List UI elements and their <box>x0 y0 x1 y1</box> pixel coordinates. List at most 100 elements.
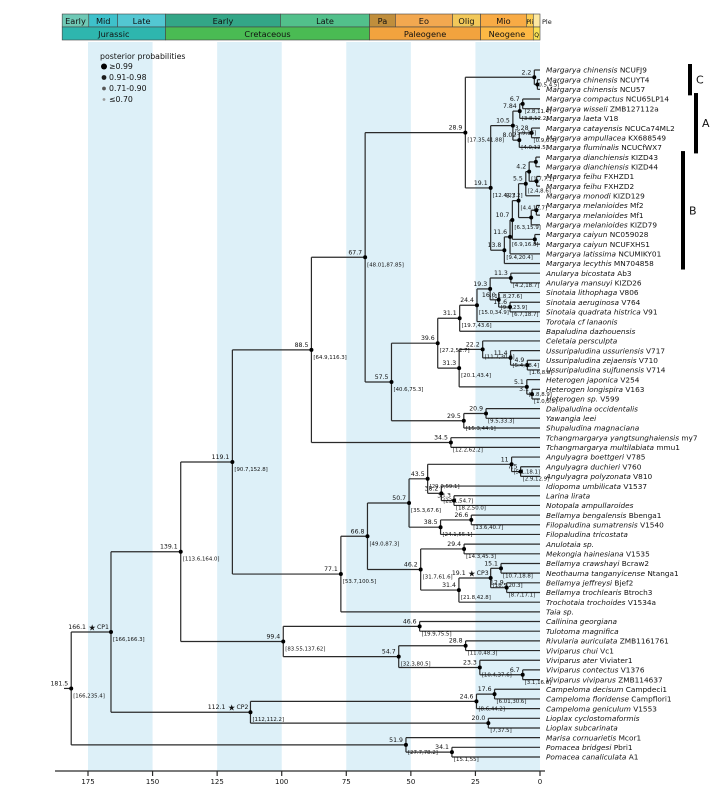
node-dot <box>520 101 525 106</box>
time-band <box>475 42 540 771</box>
node-dot <box>484 411 489 416</box>
taxon-label: Margarya monodi KIZD129 <box>546 191 645 200</box>
node-dot <box>477 665 482 670</box>
node-dot <box>498 566 503 571</box>
node-dot <box>230 459 235 464</box>
node-age-label: 6.7 <box>510 96 520 103</box>
timescale-epoch-label: Olig <box>458 16 474 26</box>
node-ci-label: [9.4,20.4] <box>506 255 533 261</box>
taxon-label: Margarya caiyun NC059028 <box>546 230 649 239</box>
calibration-star-icon: ★ <box>228 704 236 714</box>
node-age-label: 2.2 <box>521 69 531 76</box>
taxon-label: Filopaludina tricostata <box>546 530 628 539</box>
node-dot <box>462 546 467 551</box>
node-ci-label: [1.8,8.9] <box>529 392 552 398</box>
axis-tick-label: 75 <box>342 778 351 786</box>
taxon-label: Margarya wisseli ZMB127112a <box>546 104 659 113</box>
node-dot <box>532 237 537 242</box>
timescale-epoch <box>532 13 541 28</box>
clade-bar <box>694 93 698 154</box>
clade-bar <box>688 64 692 96</box>
node-age-label: 11.3 <box>494 270 508 277</box>
taxon-label: Campeloma geniculum V1553 <box>546 704 657 713</box>
node-dot <box>488 575 493 580</box>
taxon-label: Margarya ampullacea KX688549 <box>546 133 666 142</box>
taxon-label: Margarya melanioides Mf2 <box>546 201 644 210</box>
node-ci-label: [4.4,12.7] <box>521 206 548 212</box>
calibration-label: CP2 <box>236 704 248 711</box>
node-age-label: 57.5 <box>375 374 389 381</box>
node-dot <box>396 654 401 659</box>
node-ci-label: [112,112.2] <box>252 717 284 723</box>
taxon-label: Margarya lecythis MN704858 <box>546 259 654 268</box>
node-ci-label: [49.0,87.3] <box>369 541 399 547</box>
node-age-label: 33.3 <box>437 493 451 500</box>
node-ci-label: [6.3,15.9] <box>514 225 541 231</box>
taxon-label: Margarya fluminalis NCUCfWX7 <box>546 143 662 152</box>
node-age-label: 20.0 <box>472 715 486 722</box>
node-dot <box>438 525 443 530</box>
node-age-label: 50.7 <box>392 495 406 502</box>
node-dot <box>363 255 368 260</box>
node-ci-label: [7,37.5] <box>490 728 511 734</box>
node-dot <box>527 169 532 174</box>
taxon-label: Tchangmargarya yangtsunghaiensis my7 <box>546 433 698 442</box>
node-age-label: 166.1 <box>68 624 86 631</box>
node-ci-label: [0.9,6.3] <box>534 138 557 144</box>
node-dot <box>69 686 74 691</box>
axis-tick-label: 50 <box>406 778 415 786</box>
node-age-label: 181.5 <box>50 680 68 687</box>
node-age-label: 19.3 <box>473 281 487 288</box>
taxon-label: Torotaia cf lanaonis <box>546 317 618 326</box>
node-ci-label: [11.0,48.3] <box>468 651 498 657</box>
node-dot <box>435 341 440 346</box>
node-age-label: 29.5 <box>447 413 461 420</box>
taxon-label: Taia sp. <box>546 608 574 617</box>
timescale-epoch-label: Late <box>316 16 334 26</box>
node-ci-label: [31.7,61.6] <box>423 575 453 581</box>
node-dot <box>533 159 538 164</box>
node-dot <box>425 476 430 481</box>
node-dot <box>532 75 537 80</box>
taxon-label: Heterogen japonica V254 <box>546 375 640 384</box>
taxon-label: Anularya mansuyi KIZD26 <box>545 279 642 288</box>
taxon-label: Bellamya bengalensis Bbenga1 <box>546 511 661 520</box>
timescale-period-label: Q <box>534 32 539 39</box>
node-age-label: 7.84 <box>503 103 517 110</box>
node-age-label: 67.7 <box>348 249 362 256</box>
node-ci-label: [2.9,12.9] <box>523 477 550 483</box>
node-age-label: 17.6 <box>478 686 492 693</box>
taxon-label: Viviparus ater Viviater1 <box>546 656 633 665</box>
node-ci-label: [3.1,16.6] <box>525 680 552 686</box>
node-ci-label: [29.0,59.1] <box>430 484 460 490</box>
node-age-label: 24.6 <box>460 693 474 700</box>
node-dot <box>463 643 468 648</box>
node-age-label: 19.1 <box>452 570 466 577</box>
timescale-period-label: Jurassic <box>97 29 129 39</box>
node-ci-label: [48.01,87.85] <box>367 262 404 268</box>
node-age-label: 6.7 <box>510 667 520 674</box>
node-age-label: 5.5 <box>513 176 523 183</box>
node-age-label: 3.28 <box>515 125 529 132</box>
taxon-label: Viviparus chui Vc1 <box>546 646 614 655</box>
node-dot <box>523 181 528 186</box>
taxon-label: Ussuripaludina ussuriensis V717 <box>546 346 665 355</box>
time-band <box>88 42 153 771</box>
node-ci-label: [5.9,16] <box>515 131 536 137</box>
node-dot <box>508 355 513 360</box>
node-ci-label: [24.1,55.1] <box>443 532 473 538</box>
taxon-label: Yawangia leei <box>546 414 596 423</box>
node-age-label: 99.4 <box>266 633 280 640</box>
taxon-label: Angulyagra duchieri V760 <box>545 462 642 471</box>
node-ci-label: [15.3,44.1] <box>466 426 496 432</box>
node-ci-label: [9.5,33.3] <box>488 418 515 424</box>
node-ci-label: [10.7,18.8] <box>503 573 533 579</box>
node-dot <box>309 347 314 352</box>
node-age-label: 77.1 <box>324 566 338 573</box>
calibration-label: CP1 <box>97 624 109 631</box>
axis-tick-label: 25 <box>471 778 480 786</box>
node-dot <box>108 629 113 634</box>
node-age-label: 34.5 <box>434 435 448 442</box>
